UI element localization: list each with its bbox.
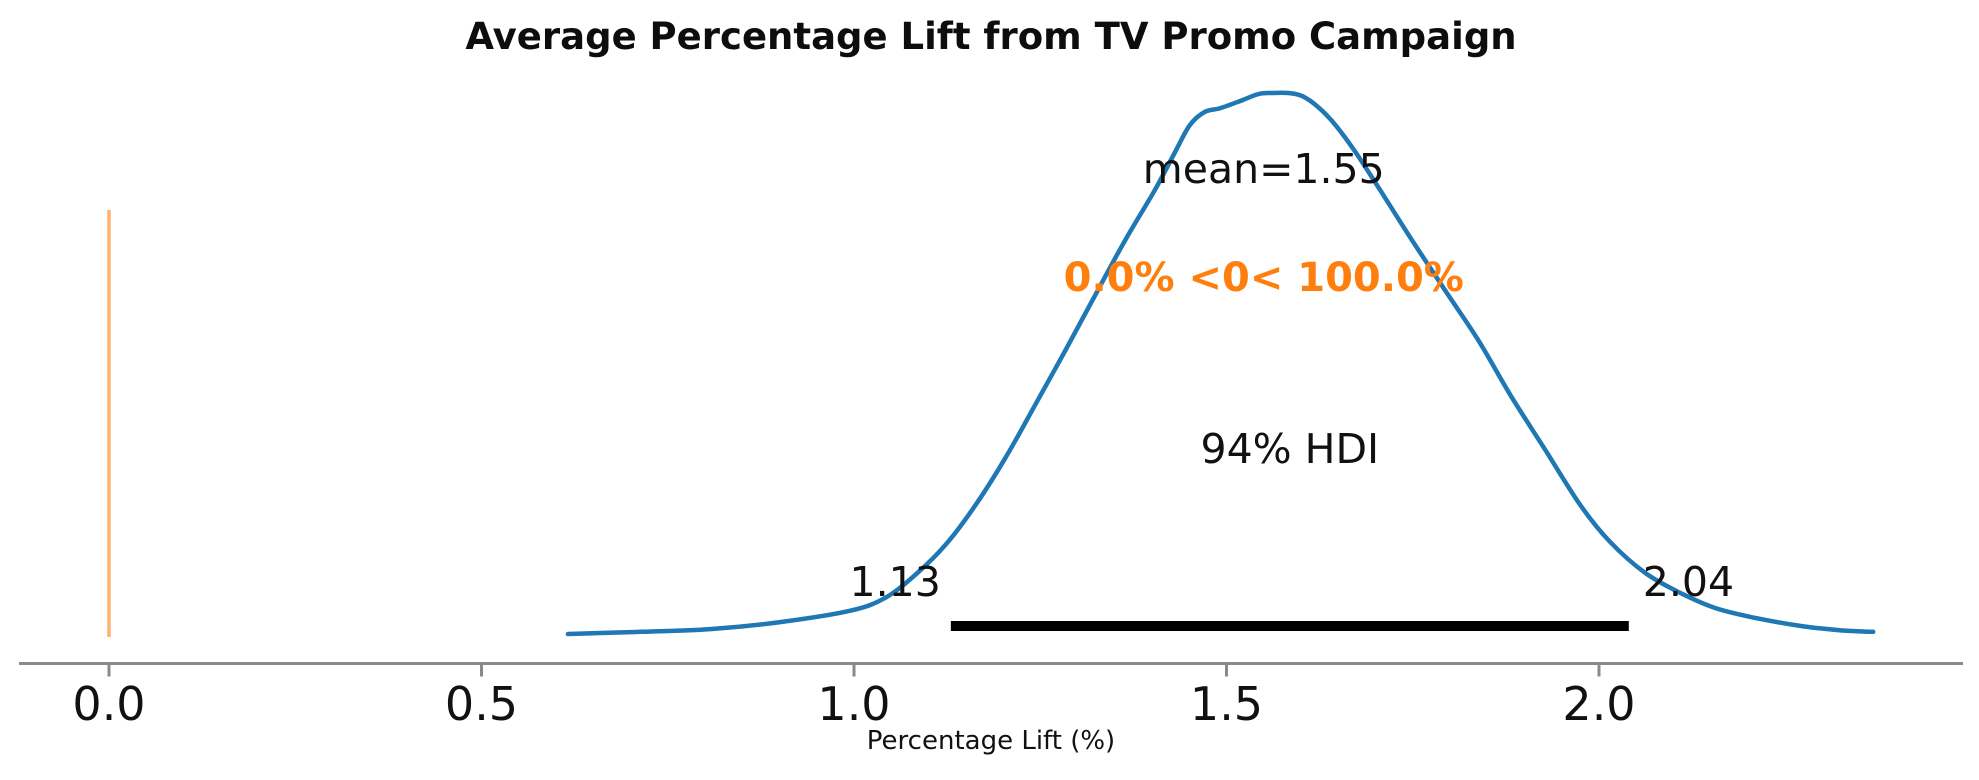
hdi-annotation: 94% HDI — [1200, 425, 1380, 473]
x-tick-label: 0.5 — [444, 677, 519, 731]
ref-val-annotation: 0.0% <0< 100.0% — [1063, 255, 1464, 301]
chart-title: Average Percentage Lift from TV Promo Ca… — [465, 15, 1517, 58]
kde-curve — [565, 90, 1876, 637]
hdi-upper-value: 2.04 — [1642, 558, 1735, 606]
x-tick-label: 0.0 — [72, 677, 146, 731]
x-tick-label: 1.5 — [1189, 677, 1264, 731]
hdi-lower-value: 1.13 — [849, 558, 941, 606]
x-axis-title: Percentage Lift (%) — [866, 726, 1116, 756]
x-tick-label: 2.0 — [1562, 677, 1636, 731]
x-tick-label: 1.0 — [817, 677, 891, 731]
mean-annotation: mean=1.55 — [1142, 145, 1385, 193]
